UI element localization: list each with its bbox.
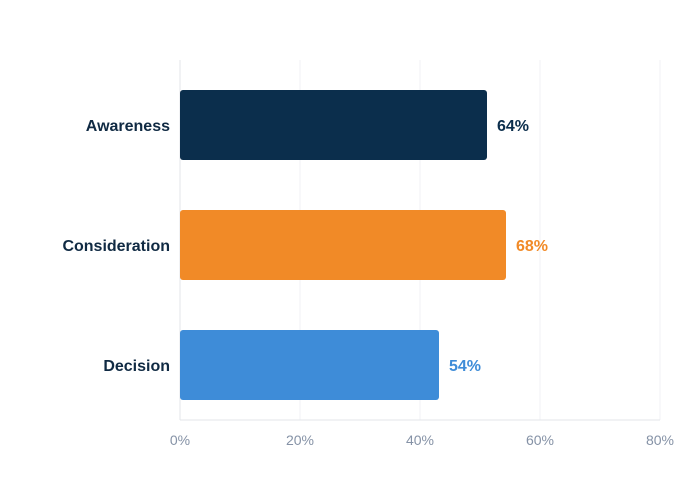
bar-consideration	[180, 210, 506, 280]
x-tick-label: 60%	[526, 432, 554, 448]
x-axis-tick-labels: 0% 20% 40% 60% 80%	[170, 432, 674, 448]
x-tick-label: 20%	[286, 432, 314, 448]
bars	[180, 90, 506, 400]
x-tick-label: 0%	[170, 432, 190, 448]
x-tick-label: 80%	[646, 432, 674, 448]
bar-decision	[180, 330, 439, 400]
category-label: Decision	[103, 358, 170, 375]
x-tick-label: 40%	[406, 432, 434, 448]
category-label: Consideration	[62, 238, 170, 255]
data-label: 68%	[516, 238, 548, 255]
value-labels: 64% 68% 54%	[449, 118, 548, 375]
category-label: Awareness	[86, 118, 170, 135]
category-labels: Awareness Consideration Decision	[62, 118, 170, 375]
bar-awareness	[180, 90, 487, 160]
data-label: 64%	[497, 118, 529, 135]
data-label: 54%	[449, 358, 481, 375]
